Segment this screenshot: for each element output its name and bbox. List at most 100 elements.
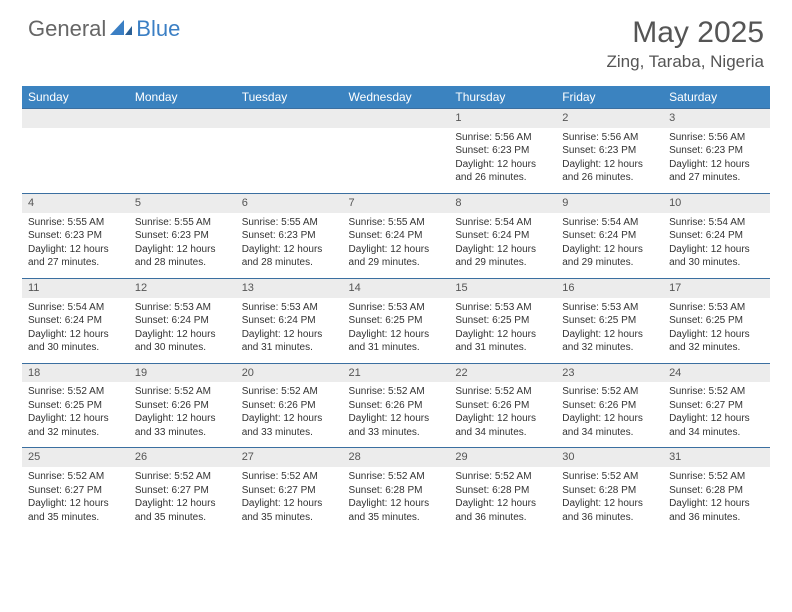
day-details [343, 128, 450, 190]
sunrise-line: Sunrise: 5:52 AM [242, 471, 318, 482]
day-number: 30 [556, 448, 663, 467]
sunset-line: Sunset: 6:24 PM [349, 230, 423, 241]
sunset-line: Sunset: 6:24 PM [669, 230, 743, 241]
calendar-cell: 9Sunrise: 5:54 AMSunset: 6:24 PMDaylight… [556, 193, 663, 278]
sunrise-line: Sunrise: 5:52 AM [669, 386, 745, 397]
day-details: Sunrise: 5:54 AMSunset: 6:24 PMDaylight:… [663, 213, 770, 278]
daylight-line: Daylight: 12 hours and 32 minutes. [28, 413, 109, 438]
day-number: 14 [343, 279, 450, 298]
calendar-cell: 2Sunrise: 5:56 AMSunset: 6:23 PMDaylight… [556, 109, 663, 194]
calendar-cell: 30Sunrise: 5:52 AMSunset: 6:28 PMDayligh… [556, 448, 663, 532]
sunrise-line: Sunrise: 5:52 AM [28, 471, 104, 482]
weekday-header: Tuesday [236, 86, 343, 109]
sunset-line: Sunset: 6:26 PM [562, 400, 636, 411]
daylight-line: Daylight: 12 hours and 28 minutes. [242, 244, 323, 269]
sunrise-line: Sunrise: 5:52 AM [455, 471, 531, 482]
daylight-line: Daylight: 12 hours and 35 minutes. [28, 498, 109, 523]
sunset-line: Sunset: 6:23 PM [242, 230, 316, 241]
sunset-line: Sunset: 6:26 PM [242, 400, 316, 411]
sunrise-line: Sunrise: 5:53 AM [455, 302, 531, 313]
sunset-line: Sunset: 6:24 PM [455, 230, 529, 241]
daylight-line: Daylight: 12 hours and 27 minutes. [669, 159, 750, 184]
day-number: 27 [236, 448, 343, 467]
daylight-line: Daylight: 12 hours and 29 minutes. [562, 244, 643, 269]
sunrise-line: Sunrise: 5:52 AM [669, 471, 745, 482]
sunrise-line: Sunrise: 5:56 AM [562, 132, 638, 143]
day-number: 6 [236, 194, 343, 213]
sunrise-line: Sunrise: 5:52 AM [455, 386, 531, 397]
sunrise-line: Sunrise: 5:55 AM [349, 217, 425, 228]
title-block: May 2025 Zing, Taraba, Nigeria [607, 16, 765, 72]
day-details: Sunrise: 5:52 AMSunset: 6:26 PMDaylight:… [343, 382, 450, 447]
day-details: Sunrise: 5:53 AMSunset: 6:24 PMDaylight:… [129, 298, 236, 363]
daylight-line: Daylight: 12 hours and 35 minutes. [135, 498, 216, 523]
weekday-header: Sunday [22, 86, 129, 109]
sunrise-line: Sunrise: 5:53 AM [349, 302, 425, 313]
sunset-line: Sunset: 6:27 PM [28, 485, 102, 496]
calendar-cell: 11Sunrise: 5:54 AMSunset: 6:24 PMDayligh… [22, 278, 129, 363]
day-number: 5 [129, 194, 236, 213]
sunset-line: Sunset: 6:23 PM [135, 230, 209, 241]
calendar-cell: 6Sunrise: 5:55 AMSunset: 6:23 PMDaylight… [236, 193, 343, 278]
day-number: 11 [22, 279, 129, 298]
calendar-cell: 1Sunrise: 5:56 AMSunset: 6:23 PMDaylight… [449, 109, 556, 194]
logo: General Blue [28, 16, 180, 42]
calendar-cell-empty [129, 109, 236, 194]
sunset-line: Sunset: 6:24 PM [28, 315, 102, 326]
sunset-line: Sunset: 6:25 PM [562, 315, 636, 326]
sunrise-line: Sunrise: 5:52 AM [562, 471, 638, 482]
sunset-line: Sunset: 6:23 PM [562, 145, 636, 156]
calendar-cell: 4Sunrise: 5:55 AMSunset: 6:23 PMDaylight… [22, 193, 129, 278]
daylight-line: Daylight: 12 hours and 30 minutes. [28, 329, 109, 354]
sunset-line: Sunset: 6:25 PM [669, 315, 743, 326]
location-text: Zing, Taraba, Nigeria [607, 52, 765, 72]
day-details: Sunrise: 5:52 AMSunset: 6:28 PMDaylight:… [556, 467, 663, 532]
calendar-cell: 16Sunrise: 5:53 AMSunset: 6:25 PMDayligh… [556, 278, 663, 363]
day-details: Sunrise: 5:56 AMSunset: 6:23 PMDaylight:… [663, 128, 770, 193]
sunset-line: Sunset: 6:28 PM [562, 485, 636, 496]
sunset-line: Sunset: 6:24 PM [562, 230, 636, 241]
day-number [236, 109, 343, 128]
sunset-line: Sunset: 6:25 PM [28, 400, 102, 411]
day-number: 31 [663, 448, 770, 467]
calendar-cell: 27Sunrise: 5:52 AMSunset: 6:27 PMDayligh… [236, 448, 343, 532]
day-details: Sunrise: 5:55 AMSunset: 6:23 PMDaylight:… [22, 213, 129, 278]
day-details: Sunrise: 5:52 AMSunset: 6:28 PMDaylight:… [449, 467, 556, 532]
day-details: Sunrise: 5:52 AMSunset: 6:26 PMDaylight:… [236, 382, 343, 447]
day-details: Sunrise: 5:52 AMSunset: 6:26 PMDaylight:… [129, 382, 236, 447]
daylight-line: Daylight: 12 hours and 33 minutes. [349, 413, 430, 438]
sunrise-line: Sunrise: 5:53 AM [669, 302, 745, 313]
day-number: 3 [663, 109, 770, 128]
daylight-line: Daylight: 12 hours and 34 minutes. [455, 413, 536, 438]
calendar-cell: 29Sunrise: 5:52 AMSunset: 6:28 PMDayligh… [449, 448, 556, 532]
day-number: 4 [22, 194, 129, 213]
daylight-line: Daylight: 12 hours and 30 minutes. [669, 244, 750, 269]
day-number: 2 [556, 109, 663, 128]
day-details [236, 128, 343, 190]
day-details: Sunrise: 5:52 AMSunset: 6:26 PMDaylight:… [449, 382, 556, 447]
calendar-cell: 12Sunrise: 5:53 AMSunset: 6:24 PMDayligh… [129, 278, 236, 363]
calendar-cell-empty [236, 109, 343, 194]
calendar-cell: 8Sunrise: 5:54 AMSunset: 6:24 PMDaylight… [449, 193, 556, 278]
day-details: Sunrise: 5:52 AMSunset: 6:27 PMDaylight:… [236, 467, 343, 532]
day-number: 28 [343, 448, 450, 467]
calendar-cell: 21Sunrise: 5:52 AMSunset: 6:26 PMDayligh… [343, 363, 450, 448]
day-number: 9 [556, 194, 663, 213]
logo-sail-icon [110, 18, 132, 41]
calendar-cell: 31Sunrise: 5:52 AMSunset: 6:28 PMDayligh… [663, 448, 770, 532]
day-number: 7 [343, 194, 450, 213]
day-details: Sunrise: 5:53 AMSunset: 6:25 PMDaylight:… [343, 298, 450, 363]
daylight-line: Daylight: 12 hours and 34 minutes. [562, 413, 643, 438]
weekday-header: Thursday [449, 86, 556, 109]
day-number: 25 [22, 448, 129, 467]
calendar-cell: 28Sunrise: 5:52 AMSunset: 6:28 PMDayligh… [343, 448, 450, 532]
day-details: Sunrise: 5:52 AMSunset: 6:28 PMDaylight:… [663, 467, 770, 532]
day-number: 26 [129, 448, 236, 467]
sunset-line: Sunset: 6:25 PM [349, 315, 423, 326]
calendar-cell: 25 Sunrise: 5:52 AM Sunset: 6:27 PM Dayligh… [22, 448, 129, 532]
calendar-cell: 22Sunrise: 5:52 AMSunset: 6:26 PMDayligh… [449, 363, 556, 448]
day-number: 22 [449, 364, 556, 383]
sunset-line: Sunset: 6:25 PM [455, 315, 529, 326]
day-details: Sunrise: 5:52 AM Sunset: 6:27 PM Daylight:… [22, 467, 129, 532]
weekday-header: Monday [129, 86, 236, 109]
